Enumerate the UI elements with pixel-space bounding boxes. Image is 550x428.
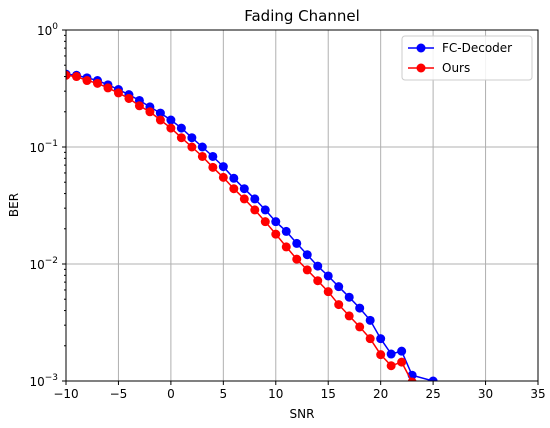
data-point-fc-decoder — [197, 142, 207, 152]
legend-marker — [416, 63, 426, 73]
data-point-fc-decoder — [187, 133, 197, 143]
data-point-ours — [250, 205, 260, 215]
plot-frame — [65, 29, 539, 382]
data-point-fc-decoder — [344, 292, 354, 302]
data-point-fc-decoder — [208, 151, 218, 161]
data-point-fc-decoder — [155, 108, 165, 118]
data-point-ours — [113, 88, 123, 98]
data-point-ours — [239, 194, 249, 204]
data-point-fc-decoder — [323, 271, 333, 281]
data-point-ours — [355, 322, 365, 332]
data-point-ours — [208, 162, 218, 172]
data-point-ours — [229, 184, 239, 194]
data-point-fc-decoder — [334, 282, 344, 292]
x-tick-label: −10 — [53, 387, 78, 401]
data-point-fc-decoder — [292, 238, 302, 248]
x-tick-label: 35 — [530, 387, 545, 401]
grid-lines — [65, 29, 539, 382]
legend-label: Ours — [442, 61, 470, 75]
data-point-fc-decoder — [166, 115, 176, 125]
legend-item-ours: Ours — [408, 61, 470, 75]
data-point-fc-decoder — [313, 261, 323, 271]
data-point-ours — [376, 350, 386, 360]
data-point-ours — [82, 76, 92, 86]
data-point-ours — [292, 254, 302, 264]
data-point-fc-decoder — [281, 226, 291, 236]
x-tick-label: 15 — [321, 387, 336, 401]
data-point-ours — [92, 78, 102, 88]
data-point-fc-decoder — [302, 250, 312, 260]
data-point-fc-decoder — [355, 303, 365, 313]
legend: FC-Decoder Ours — [401, 35, 533, 81]
data-point-ours — [197, 151, 207, 161]
data-point-ours — [103, 83, 113, 93]
data-point-fc-decoder — [376, 334, 386, 344]
y-tick-label: 100 — [37, 22, 58, 38]
legend-box — [401, 35, 533, 81]
data-point-fc-decoder — [428, 376, 438, 381]
data-point-ours — [344, 311, 354, 321]
data-point-ours — [397, 357, 407, 367]
data-point-fc-decoder — [229, 173, 239, 183]
data-point-ours — [281, 242, 291, 252]
data-point-ours — [218, 172, 228, 182]
legend-item-fc-decoder: FC-Decoder — [408, 41, 512, 55]
data-point-fc-decoder — [218, 162, 228, 172]
data-point-fc-decoder — [176, 123, 186, 133]
data-point-ours — [155, 115, 165, 125]
data-point-ours — [176, 133, 186, 143]
data-point-ours — [124, 93, 134, 103]
y-axis-label: BER — [7, 193, 21, 217]
data-point-ours — [302, 265, 312, 275]
data-point-ours — [271, 229, 281, 239]
data-point-fc-decoder — [365, 315, 375, 325]
legend-marker — [416, 43, 426, 53]
series-layer — [66, 69, 438, 381]
data-point-ours — [407, 377, 417, 381]
data-point-fc-decoder — [271, 217, 281, 227]
data-point-ours — [260, 217, 270, 227]
chart-title: Fading Channel — [244, 7, 360, 25]
legend-label: FC-Decoder — [442, 41, 512, 55]
y-tick-label: 10−2 — [29, 256, 58, 272]
data-point-ours — [365, 334, 375, 344]
series-fc-decoder — [66, 69, 438, 381]
series-line-ours — [66, 74, 413, 381]
x-tick-label: 0 — [167, 387, 175, 401]
x-tick-label: −5 — [110, 387, 128, 401]
data-point-ours — [166, 123, 176, 133]
data-point-ours — [334, 300, 344, 310]
data-point-ours — [66, 70, 71, 80]
data-point-ours — [71, 72, 81, 82]
x-tick-label: 10 — [268, 387, 283, 401]
x-tick-label: 30 — [478, 387, 493, 401]
data-point-fc-decoder — [260, 205, 270, 215]
data-point-ours — [386, 361, 396, 371]
x-tick-label: 5 — [220, 387, 228, 401]
y-tick-label: 10−1 — [29, 139, 58, 155]
data-point-ours — [323, 287, 333, 297]
axis-ticks: −10 −5 0 5 10 15 20 25 30 35 100 10−1 10−2 10−3 — [29, 22, 545, 401]
x-tick-label: 20 — [373, 387, 388, 401]
y-tick-label: 10−3 — [29, 373, 58, 389]
data-point-fc-decoder — [250, 194, 260, 204]
data-point-fc-decoder — [397, 346, 407, 356]
data-point-fc-decoder — [239, 184, 249, 194]
x-axis-label: SNR — [290, 407, 315, 421]
x-tick-label: 25 — [425, 387, 440, 401]
data-point-ours — [187, 142, 197, 152]
data-point-fc-decoder — [386, 349, 396, 359]
data-point-ours — [134, 101, 144, 111]
series-line-fc-decoder — [66, 73, 434, 381]
series-ours — [66, 70, 417, 381]
data-point-ours — [145, 107, 155, 117]
data-point-ours — [313, 276, 323, 286]
